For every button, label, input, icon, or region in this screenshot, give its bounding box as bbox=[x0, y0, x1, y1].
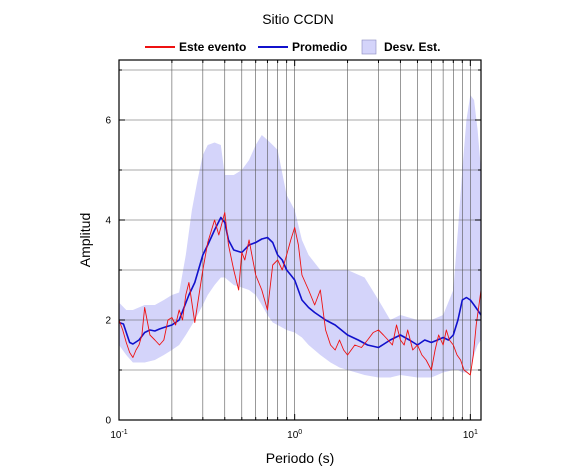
chart-title: Sitio CCDN bbox=[262, 11, 334, 27]
legend-label: Promedio bbox=[292, 40, 347, 54]
band-layer bbox=[119, 95, 481, 378]
y-tick-label: 4 bbox=[105, 216, 111, 227]
y-tick-label: 2 bbox=[105, 316, 111, 327]
y-tick-label: 0 bbox=[105, 416, 111, 427]
grid bbox=[119, 60, 481, 420]
x-tick-label: 101 bbox=[463, 429, 478, 441]
legend-label: Este evento bbox=[179, 40, 246, 54]
plot-frame bbox=[118, 59, 482, 421]
x-axis-label: Periodo (s) bbox=[266, 450, 334, 466]
legend-swatch-desv-est bbox=[361, 39, 377, 55]
legend-label: Desv. Est. bbox=[384, 40, 440, 54]
ticks: 0 2 4 6 10-1 100 101 bbox=[105, 60, 481, 441]
series-layer bbox=[119, 212, 481, 376]
legend: Este evento Promedio Desv. Est. bbox=[145, 39, 440, 55]
x-tick-label: 10-1 bbox=[110, 429, 127, 441]
y-tick-label: 6 bbox=[105, 116, 111, 127]
std-band bbox=[119, 95, 481, 378]
series-line-promedio bbox=[119, 216, 481, 349]
series-line-este-evento bbox=[119, 212, 481, 376]
x-tick-label: 100 bbox=[287, 429, 302, 441]
y-axis-label: Amplitud bbox=[77, 213, 93, 267]
